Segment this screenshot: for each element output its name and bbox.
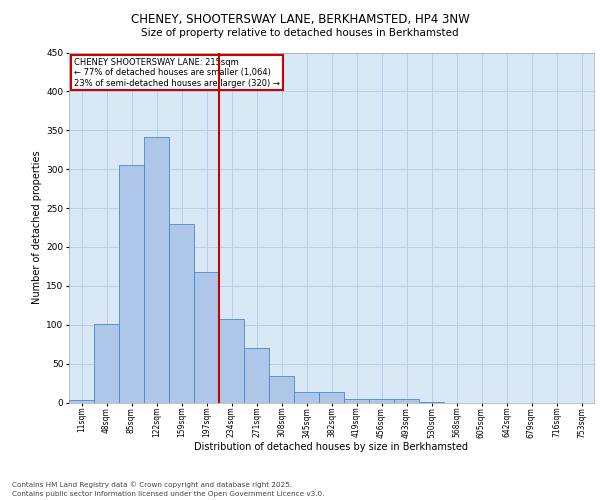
Bar	[369, 400, 394, 402]
Bar	[269, 376, 294, 402]
Bar	[294, 392, 319, 402]
Bar	[244, 348, 269, 403]
Bar	[119, 166, 144, 402]
Bar	[344, 398, 369, 402]
Bar	[94, 324, 119, 402]
Bar	[319, 392, 344, 402]
Text: Contains public sector information licensed under the Open Government Licence v3: Contains public sector information licen…	[12, 491, 325, 497]
Text: CHENEY, SHOOTERSWAY LANE, BERKHAMSTED, HP4 3NW: CHENEY, SHOOTERSWAY LANE, BERKHAMSTED, H…	[131, 12, 469, 26]
Bar	[144, 138, 169, 402]
Y-axis label: Number of detached properties: Number of detached properties	[32, 150, 42, 304]
Text: Size of property relative to detached houses in Berkhamsted: Size of property relative to detached ho…	[141, 28, 459, 38]
X-axis label: Distribution of detached houses by size in Berkhamsted: Distribution of detached houses by size …	[194, 442, 469, 452]
Text: CHENEY SHOOTERSWAY LANE: 215sqm
← 77% of detached houses are smaller (1,064)
23%: CHENEY SHOOTERSWAY LANE: 215sqm ← 77% of…	[74, 58, 280, 88]
Bar	[69, 400, 94, 402]
Bar	[169, 224, 194, 402]
Bar	[219, 320, 244, 402]
Bar	[194, 272, 219, 402]
Bar	[394, 398, 419, 402]
Text: Contains HM Land Registry data © Crown copyright and database right 2025.: Contains HM Land Registry data © Crown c…	[12, 482, 292, 488]
